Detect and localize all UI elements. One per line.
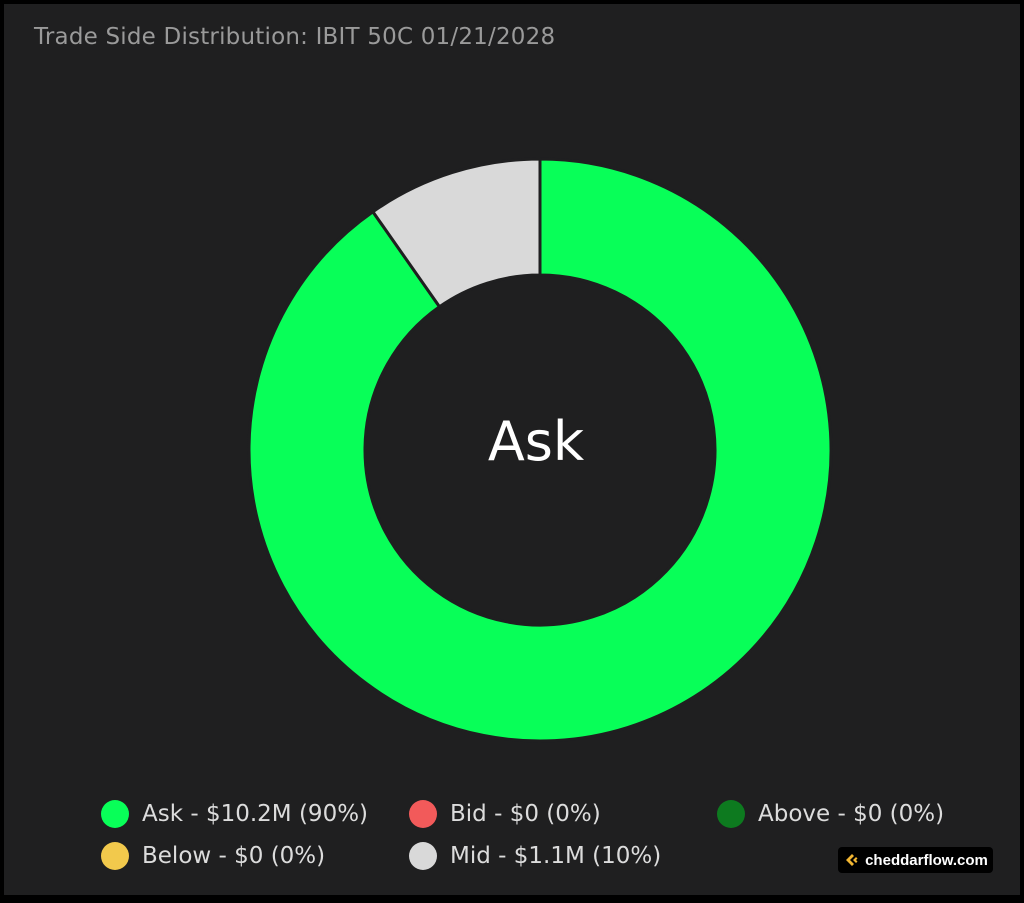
- donut-slice-ask[interactable]: [247, 157, 833, 743]
- cheddarflow-badge-text: cheddarflow.com: [865, 851, 988, 869]
- chart-card: [4, 4, 1020, 895]
- donut-slice-mid[interactable]: [371, 157, 542, 309]
- cheddarflow-logo-icon: [846, 854, 858, 866]
- cheddarflow-badge[interactable]: cheddarflow.com: [838, 847, 993, 873]
- chart-title: Trade Side Distribution: IBIT 50C 01/21/…: [34, 24, 556, 50]
- donut-center-label: Ask: [487, 410, 585, 473]
